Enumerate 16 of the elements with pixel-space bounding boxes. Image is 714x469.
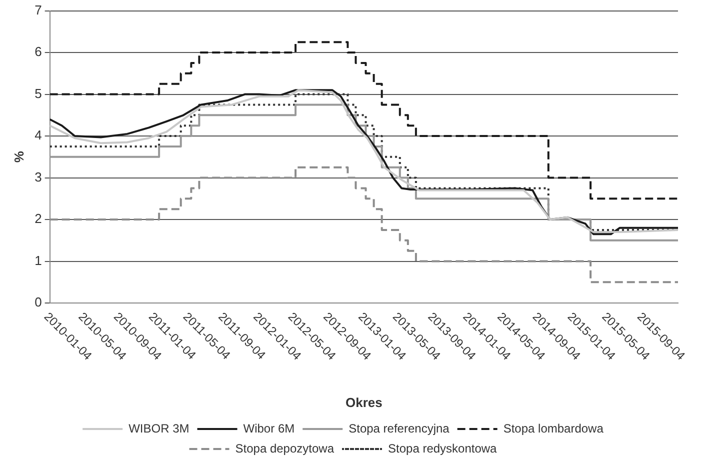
y-tick-label: 3 — [34, 169, 42, 184]
legend-label: WIBOR 3M — [128, 421, 190, 436]
legend-label: Stopa lombardowa — [503, 421, 604, 436]
y-tick-label: 7 — [34, 2, 42, 18]
y-tick-label: 2 — [34, 211, 42, 226]
y-tick-label: 5 — [34, 86, 42, 101]
y-tick-label: 6 — [34, 44, 42, 60]
legend-label: Stopa redyskontowa — [388, 441, 498, 456]
y-tick-label: 0 — [34, 294, 42, 310]
y-axis-title: % — [11, 150, 26, 163]
legend-label: Wibor 6M — [243, 421, 295, 436]
x-axis-title: Okres — [345, 394, 382, 410]
legend-label: Stopa referencyjna — [348, 421, 450, 436]
legend-label: Stopa depozytowa — [235, 441, 334, 456]
y-tick-label: 1 — [34, 252, 42, 268]
y-tick-label: 4 — [34, 128, 42, 143]
